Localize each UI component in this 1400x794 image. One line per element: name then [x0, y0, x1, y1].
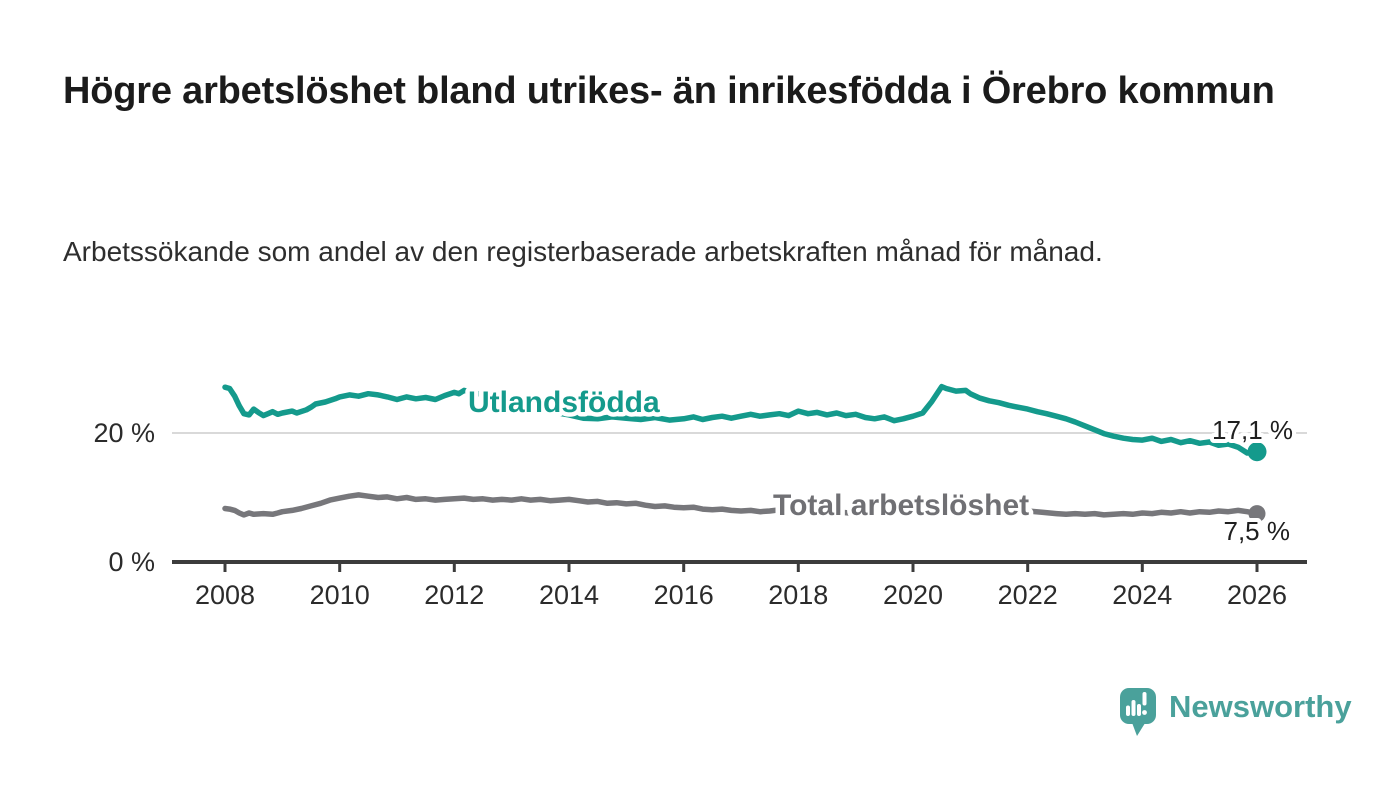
end-value-label-utlandsfodda: 17,1 %	[1212, 415, 1293, 445]
x-tick-label-2022: 2022	[998, 580, 1058, 610]
end-value-label-total: 7,5 %	[1224, 516, 1291, 546]
y-tick-label-20: 20 %	[93, 418, 155, 448]
x-tick-label-2014: 2014	[539, 580, 599, 610]
series-label-total-arbetsloshet: Total arbetslöshet	[773, 489, 1029, 522]
x-tick-label-2016: 2016	[654, 580, 714, 610]
x-tick-label-2018: 2018	[768, 580, 828, 610]
y-tick-label-0: 0 %	[108, 547, 155, 577]
x-tick-label-2012: 2012	[424, 580, 484, 610]
series-end-dot-1	[1248, 505, 1266, 523]
x-tick-label-2026: 2026	[1227, 580, 1287, 610]
series-end-dot-0	[1247, 442, 1267, 462]
line-chart: 2008 2010 2012 2014 2016 2018 2020 2022 2024 2026…	[93, 382, 1307, 610]
series-group	[222, 383, 1267, 523]
x-tick-label-2024: 2024	[1112, 580, 1172, 610]
series-label-utlandsfodda: Utlandsfödda	[468, 386, 660, 419]
x-axis-ticks: 2008 2010 2012 2014 2016 2018 2020 2022 2024 2026	[195, 562, 1287, 610]
chart-subtitle: Arbetssökande som andel av den registerb…	[63, 236, 1103, 267]
newsworthy-logo: Newsworthy	[1118, 686, 1352, 738]
x-tick-label-2020: 2020	[883, 580, 943, 610]
x-tick-label-2010: 2010	[310, 580, 370, 610]
series-line-1	[222, 492, 1260, 518]
newsworthy-logo-text: Newsworthy	[1169, 689, 1352, 724]
newsworthy-logo-icon	[1120, 688, 1156, 736]
x-tick-label-2008: 2008	[195, 580, 255, 610]
page-title: Högre arbetslöshet bland utrikes- än inr…	[63, 70, 1275, 112]
series-line-0	[222, 383, 1260, 456]
